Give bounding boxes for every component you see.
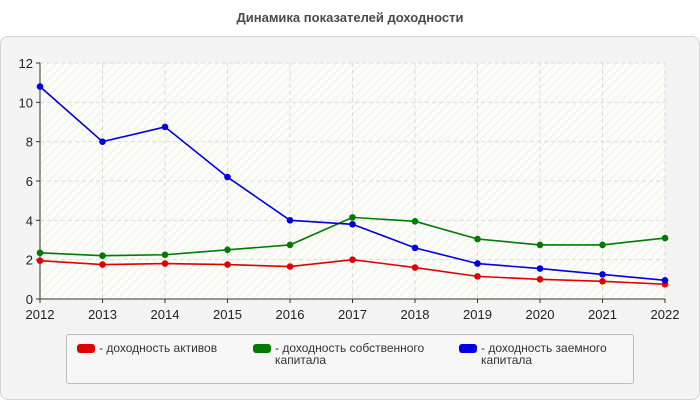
- x-tick-label: 2016: [276, 307, 305, 322]
- data-point: [36, 249, 44, 257]
- data-point: [536, 265, 544, 272]
- data-point: [599, 241, 606, 249]
- y-tick-label: 8: [26, 135, 33, 150]
- x-tick-label: 2017: [338, 307, 367, 322]
- data-point: [349, 220, 356, 228]
- y-tick-label: 0: [26, 292, 33, 307]
- x-tick-label: 2019: [463, 307, 492, 322]
- x-tick-label: 2020: [526, 307, 555, 322]
- data-point: [599, 271, 606, 278]
- data-point: [286, 241, 294, 249]
- data-point: [99, 138, 106, 145]
- data-point: [411, 218, 419, 225]
- x-tick-label: 2018: [401, 307, 430, 322]
- data-point: [224, 173, 231, 181]
- legend-label-assets: - доходность активов: [99, 341, 218, 355]
- series-2: [36, 83, 669, 284]
- data-point: [536, 276, 544, 283]
- data-point: [474, 260, 481, 267]
- axes: 0 2 4 6 8 10 12 2012 2013 2014 2015 2016 2017 2018 201…: [19, 56, 680, 322]
- data-point: [161, 123, 169, 131]
- data-point: [599, 278, 606, 285]
- legend-item-equity: - доходность собственного капитала: [253, 342, 435, 366]
- legend-item-debt: - доходность заемного капитала: [459, 342, 641, 366]
- data-point: [161, 251, 169, 259]
- series-layer: [36, 83, 669, 288]
- legend-label-equity: - доходность собственного капитала: [275, 341, 425, 367]
- data-point: [349, 214, 356, 221]
- x-tick-label: 2015: [213, 307, 242, 322]
- data-point: [661, 277, 669, 284]
- data-point: [286, 263, 294, 270]
- data-point: [286, 217, 294, 224]
- chart-title: Динамика показателей доходности: [236, 10, 464, 25]
- y-tick-label: 4: [26, 213, 33, 228]
- data-point: [161, 260, 169, 267]
- data-point: [36, 257, 44, 264]
- data-point: [661, 234, 669, 242]
- data-point: [99, 261, 106, 268]
- y-tick-label: 10: [19, 95, 33, 110]
- data-point: [411, 264, 419, 271]
- data-point: [224, 261, 231, 268]
- x-tick-label: 2022: [651, 307, 680, 322]
- data-point: [411, 244, 419, 252]
- data-point: [474, 235, 481, 243]
- legend-swatch-assets: [77, 344, 95, 353]
- series-1: [36, 214, 669, 260]
- data-point: [36, 83, 44, 90]
- y-tick-label: 12: [19, 56, 33, 71]
- x-tick-label: 2012: [26, 307, 55, 322]
- series-0: [36, 256, 669, 288]
- data-point: [536, 241, 544, 249]
- data-point: [99, 252, 106, 260]
- legend-label-debt: - доходность заемного капитала: [481, 341, 607, 367]
- legend-swatch-equity: [253, 344, 271, 353]
- y-tick-label: 2: [26, 253, 33, 268]
- data-point: [474, 273, 481, 280]
- legend: - доходность активов - доходность собств…: [66, 334, 634, 384]
- legend-swatch-debt: [459, 344, 477, 353]
- x-tick-label: 2013: [88, 307, 117, 322]
- data-point: [224, 246, 231, 254]
- data-point: [349, 256, 356, 263]
- legend-item-assets: - доходность активов: [77, 342, 259, 354]
- y-tick-label: 6: [26, 174, 33, 189]
- x-tick-label: 2014: [151, 307, 180, 322]
- x-tick-label: 2021: [588, 307, 617, 322]
